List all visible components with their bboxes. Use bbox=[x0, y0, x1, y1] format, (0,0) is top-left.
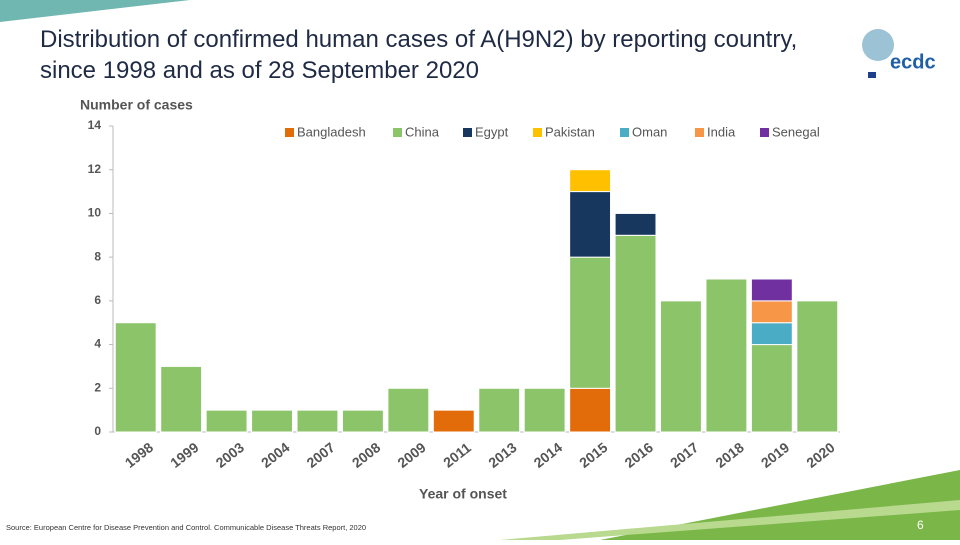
legend-swatch bbox=[695, 128, 704, 137]
legend-swatch bbox=[285, 128, 294, 137]
bar-segment bbox=[251, 409, 293, 433]
logo-text: ecdc bbox=[890, 51, 936, 73]
bar-segment bbox=[341, 409, 384, 433]
x-tick-label: 2007 bbox=[303, 439, 338, 471]
footer-swoosh-light bbox=[500, 500, 960, 540]
bar-segment bbox=[205, 409, 248, 433]
legend-label: India bbox=[707, 124, 736, 139]
x-tick-label: 1999 bbox=[167, 439, 202, 471]
legend-swatch bbox=[393, 128, 402, 137]
x-tick-label: 2015 bbox=[576, 439, 611, 471]
page-number: 6 bbox=[917, 518, 924, 532]
y-axis-label: Number of cases bbox=[80, 97, 193, 113]
x-tick-label: 2018 bbox=[712, 439, 747, 471]
bar-segment bbox=[569, 387, 612, 433]
bar-segment bbox=[750, 322, 793, 346]
legend-swatch bbox=[463, 128, 472, 137]
bar-segment bbox=[569, 191, 612, 258]
x-tick-label: 2019 bbox=[758, 439, 793, 471]
x-tick-label: 2020 bbox=[803, 439, 838, 471]
bar-segment bbox=[523, 387, 566, 433]
bar-segment bbox=[750, 278, 793, 302]
bar-segment bbox=[705, 278, 748, 433]
x-tick-label: 2003 bbox=[213, 439, 248, 471]
corner-stripe bbox=[0, 0, 190, 22]
x-tick-label: 2009 bbox=[394, 439, 429, 471]
bar-segment bbox=[296, 409, 339, 433]
bar-segment bbox=[432, 409, 475, 433]
bar-segment bbox=[160, 365, 203, 433]
legend-label: Bangladesh bbox=[297, 124, 366, 139]
y-tick-label: 10 bbox=[88, 206, 102, 220]
logo-flag bbox=[868, 72, 876, 78]
y-tick-label: 4 bbox=[94, 337, 101, 351]
x-tick-label: 1998 bbox=[122, 439, 157, 471]
x-tick-label: 2017 bbox=[667, 439, 702, 471]
legend-swatch bbox=[620, 128, 629, 137]
bar-segment bbox=[387, 387, 430, 433]
bar-segment bbox=[569, 169, 612, 193]
x-tick-label: 2014 bbox=[531, 439, 566, 471]
bar-segment bbox=[614, 234, 657, 433]
bar-segment bbox=[478, 387, 521, 433]
x-tick-label: 2011 bbox=[440, 439, 474, 470]
y-tick-label: 14 bbox=[88, 118, 102, 132]
bar-segment bbox=[614, 212, 657, 236]
bar-segment bbox=[796, 300, 839, 433]
x-tick-label: 2004 bbox=[258, 439, 293, 471]
y-tick-label: 6 bbox=[94, 293, 101, 307]
footer-swoosh bbox=[600, 470, 960, 540]
legend-swatch bbox=[760, 128, 769, 137]
x-tick-label: 2008 bbox=[349, 439, 384, 471]
title-box: Distribution of confirmed human cases of… bbox=[40, 26, 798, 84]
chart-title: Distribution of confirmed human cases of… bbox=[40, 26, 798, 84]
y-tick-label: 8 bbox=[94, 249, 101, 263]
y-tick-label: 0 bbox=[94, 424, 101, 438]
legend-label: China bbox=[405, 124, 440, 139]
bar-segment bbox=[750, 344, 793, 433]
y-tick-label: 2 bbox=[94, 380, 101, 394]
legend-label: Egypt bbox=[475, 124, 509, 139]
legend-label: Pakistan bbox=[545, 124, 595, 139]
bar-segment bbox=[114, 322, 157, 433]
legend-swatch bbox=[533, 128, 542, 137]
x-axis-label: Year of onset bbox=[419, 486, 507, 502]
logo-globe bbox=[862, 29, 894, 61]
legend-label: Oman bbox=[632, 124, 667, 139]
source-note: Source: European Centre for Disease Prev… bbox=[6, 523, 366, 532]
bar-segment bbox=[569, 256, 612, 389]
bar-segment bbox=[750, 300, 793, 324]
x-tick-label: 2013 bbox=[485, 439, 520, 471]
x-tick-label: 2016 bbox=[622, 439, 657, 471]
y-tick-label: 12 bbox=[88, 162, 102, 176]
legend-label: Senegal bbox=[772, 124, 820, 139]
bar-segment bbox=[660, 300, 702, 433]
